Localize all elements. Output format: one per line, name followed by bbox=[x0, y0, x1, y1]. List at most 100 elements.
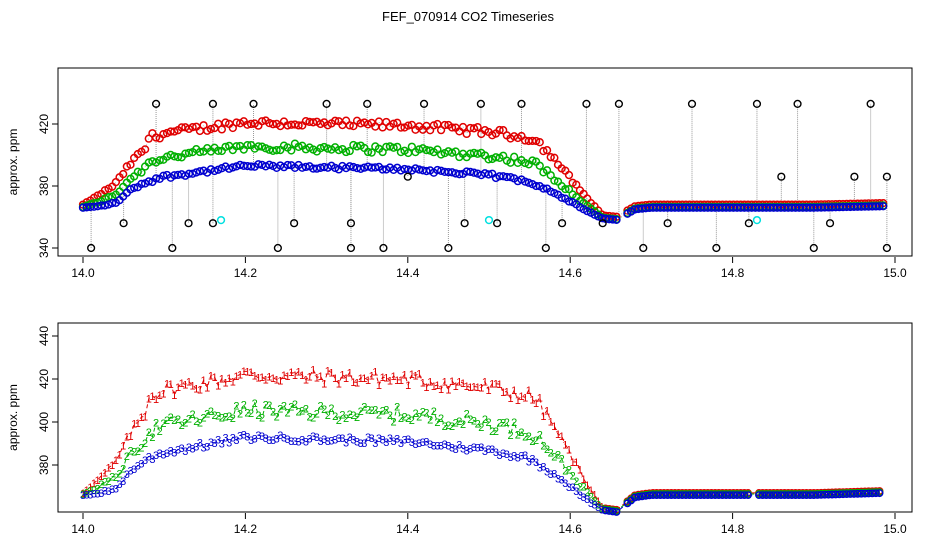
series-2-marker: 2 bbox=[146, 427, 152, 439]
series-1-marker: 1 bbox=[259, 372, 265, 384]
series-3-point bbox=[649, 491, 657, 499]
cyan-point bbox=[752, 215, 762, 225]
outlier-point bbox=[208, 219, 218, 228]
series-1-marker: 1 bbox=[299, 370, 305, 382]
series-1-marker: 1 bbox=[486, 385, 492, 397]
series-3-marker: 3 bbox=[372, 438, 378, 450]
series-3-point bbox=[773, 491, 782, 499]
series-2-marker: 2 bbox=[515, 429, 521, 441]
series-2-marker: 2 bbox=[285, 407, 291, 419]
series-3-marker: 3 bbox=[453, 444, 459, 456]
series-1-marker: 1 bbox=[507, 393, 513, 405]
outlier-point bbox=[541, 243, 550, 253]
series-3-point bbox=[630, 493, 639, 502]
outlier-point bbox=[322, 99, 331, 108]
series-2-marker: 2 bbox=[230, 413, 236, 425]
series-2-marker: 2 bbox=[394, 402, 400, 414]
series-3-marker: 3 bbox=[566, 482, 572, 494]
series-2-marker: 2 bbox=[149, 432, 155, 444]
series-3-point bbox=[718, 491, 727, 499]
series-3-marker: 3 bbox=[201, 442, 207, 454]
blue-point bbox=[345, 162, 354, 171]
x-tick-label: 14.0 bbox=[71, 266, 95, 280]
series-1-marker: 1 bbox=[526, 385, 532, 397]
series-1-marker: 1 bbox=[146, 394, 152, 406]
series-3-marker: 3 bbox=[230, 432, 236, 444]
green-point bbox=[184, 148, 194, 158]
green-point bbox=[546, 171, 555, 180]
series-1-marker: 1 bbox=[380, 372, 386, 384]
series-2-marker: 2 bbox=[493, 426, 499, 438]
series-3-marker: 3 bbox=[482, 446, 488, 458]
outlier-point bbox=[119, 219, 128, 228]
series-3-point bbox=[875, 489, 884, 498]
series-2-marker: 2 bbox=[573, 476, 579, 488]
series-2-marker: 2 bbox=[372, 404, 378, 416]
series-2-marker: 2 bbox=[431, 406, 437, 418]
red-point bbox=[206, 124, 216, 134]
series-1-marker: 1 bbox=[438, 384, 444, 396]
series-3-marker: 3 bbox=[244, 432, 250, 444]
blue-point bbox=[557, 193, 566, 202]
series-3-point bbox=[700, 491, 709, 499]
series-1-marker: 1 bbox=[149, 391, 155, 403]
series-3-marker: 3 bbox=[142, 455, 148, 467]
series-3-point bbox=[725, 491, 734, 499]
red-point bbox=[126, 160, 135, 169]
series-1-marker: 1 bbox=[84, 485, 90, 497]
series-2-marker: 2 bbox=[91, 485, 97, 497]
series-3-marker: 3 bbox=[317, 436, 323, 448]
series-2-marker: 2 bbox=[577, 482, 583, 494]
series-3-marker: 3 bbox=[328, 435, 334, 447]
red-point bbox=[531, 136, 541, 146]
series-3-marker: 3 bbox=[464, 445, 470, 457]
series-2-marker: 2 bbox=[87, 485, 93, 497]
series-1-marker: 1 bbox=[394, 375, 400, 387]
series-3-point bbox=[766, 491, 774, 499]
y-axis-label: approx. ppm bbox=[6, 129, 20, 196]
outlier-point bbox=[346, 243, 356, 253]
green-point bbox=[451, 147, 460, 156]
series-2-marker: 2 bbox=[317, 400, 323, 412]
series-1-marker: 1 bbox=[493, 379, 499, 391]
blue-point bbox=[188, 169, 197, 178]
series-1-marker: 1 bbox=[354, 377, 360, 389]
series-3-marker: 3 bbox=[540, 462, 546, 474]
series-3-point bbox=[872, 489, 880, 498]
series-1-marker: 1 bbox=[581, 474, 587, 486]
series-1-marker: 1 bbox=[204, 382, 210, 394]
green-point bbox=[389, 143, 398, 152]
series-3-marker: 3 bbox=[475, 442, 481, 454]
red-point bbox=[268, 120, 278, 129]
series-2-marker: 2 bbox=[529, 436, 535, 448]
blue-point bbox=[228, 163, 237, 172]
red-point bbox=[550, 153, 559, 162]
red-point bbox=[199, 121, 208, 130]
y-tick-label: 440 bbox=[37, 326, 51, 346]
outlier-point bbox=[363, 99, 372, 108]
series-2-marker: 2 bbox=[98, 479, 104, 491]
x-tick-label: 14.8 bbox=[721, 266, 745, 280]
series-1-marker: 1 bbox=[222, 378, 228, 390]
series-1-marker: 1 bbox=[211, 372, 217, 384]
series-3-marker: 3 bbox=[124, 469, 130, 481]
outlier-point bbox=[517, 99, 526, 108]
series-3-point bbox=[787, 491, 796, 499]
series-3-marker: 3 bbox=[533, 457, 539, 469]
series-3-point bbox=[806, 491, 815, 499]
blue-point bbox=[466, 167, 475, 177]
green-point bbox=[334, 145, 343, 155]
series-1-marker: 1 bbox=[562, 440, 568, 452]
series-3-marker: 3 bbox=[511, 450, 517, 462]
series-2-marker: 2 bbox=[533, 435, 539, 447]
series-2-marker: 2 bbox=[412, 408, 418, 420]
x-tick-label: 14.6 bbox=[559, 266, 583, 280]
series-3-marker: 3 bbox=[255, 430, 261, 442]
series-3-marker: 3 bbox=[416, 438, 422, 450]
outlier-point bbox=[582, 99, 591, 108]
series-3-marker: 3 bbox=[288, 436, 294, 448]
series-3-marker: 3 bbox=[354, 437, 360, 449]
x-tick-label: 14.4 bbox=[396, 266, 420, 280]
series-1-marker: 1 bbox=[566, 445, 572, 457]
outlier-point bbox=[882, 243, 891, 253]
